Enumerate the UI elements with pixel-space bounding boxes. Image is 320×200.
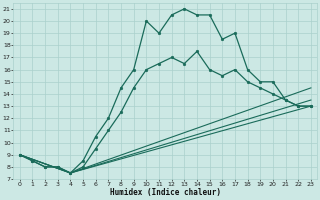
- X-axis label: Humidex (Indice chaleur): Humidex (Indice chaleur): [110, 188, 221, 197]
